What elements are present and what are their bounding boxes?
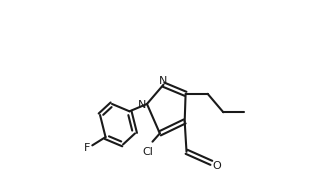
Text: O: O — [212, 161, 221, 171]
Text: F: F — [84, 143, 90, 153]
Text: Cl: Cl — [143, 147, 153, 157]
Text: N: N — [159, 76, 167, 86]
Text: N: N — [138, 100, 147, 110]
